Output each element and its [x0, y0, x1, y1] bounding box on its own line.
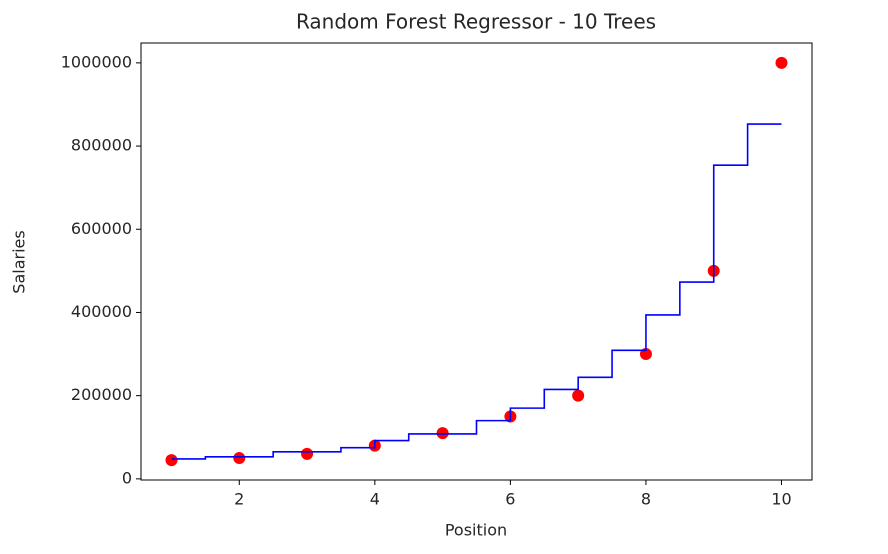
data-point: [233, 452, 246, 465]
x-tick-label: 6: [505, 490, 515, 509]
data-point: [165, 454, 178, 467]
y-tick-label: 0: [122, 468, 132, 487]
chart-title: Random Forest Regressor - 10 Trees: [296, 10, 656, 34]
y-tick-label: 1000000: [61, 52, 132, 71]
data-point: [301, 447, 314, 460]
y-tick-label: 800000: [71, 136, 132, 155]
x-tick-label: 4: [370, 490, 380, 509]
y-tick-label: 400000: [71, 302, 132, 321]
y-axis-label: Salaries: [10, 230, 29, 293]
x-axis-label: Position: [445, 521, 507, 540]
data-point: [775, 56, 788, 69]
x-tick-label: 8: [641, 490, 651, 509]
y-tick-label: 600000: [71, 219, 132, 238]
x-tick-label: 2: [234, 490, 244, 509]
plot-frame: [140, 42, 813, 481]
data-point: [436, 427, 449, 440]
y-tick-label: 200000: [71, 385, 132, 404]
prediction-line: [171, 123, 782, 460]
data-point: [572, 389, 585, 402]
x-tick-label: 10: [771, 490, 791, 509]
